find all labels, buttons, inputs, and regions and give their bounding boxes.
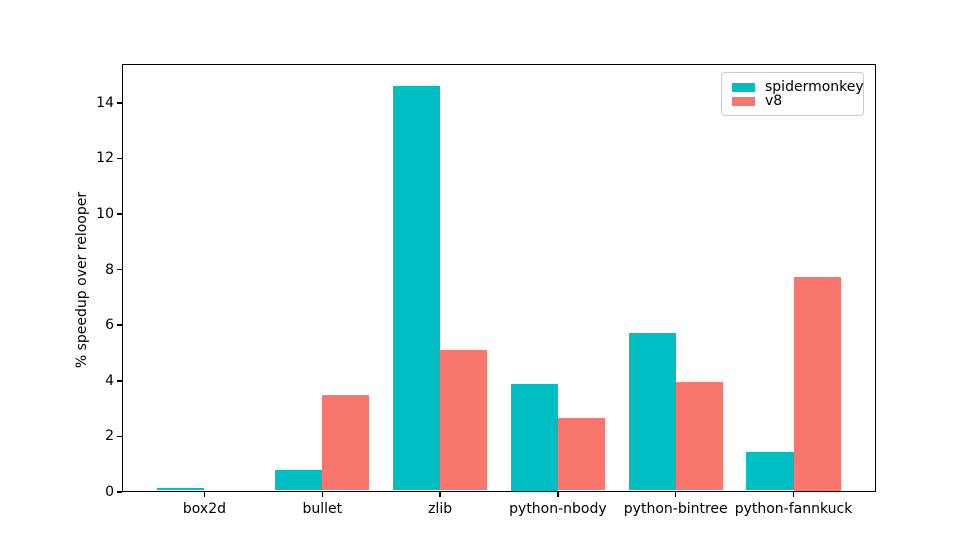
bar-spidermonkey-zlib xyxy=(392,86,441,491)
legend: spidermonkey v8 xyxy=(721,72,864,116)
y-tick-label: 12 xyxy=(96,150,114,167)
legend-label: spidermonkey xyxy=(765,79,864,95)
y-tick xyxy=(117,435,122,438)
legend-item-spidermonkey: spidermonkey xyxy=(732,80,864,94)
y-tick xyxy=(117,268,122,271)
y-tick-label: 2 xyxy=(105,428,114,445)
x-tick xyxy=(557,492,559,497)
legend-item-v8: v8 xyxy=(732,94,853,108)
x-tick-label: python-fannkuck xyxy=(734,501,853,517)
y-tick xyxy=(117,102,122,104)
bar-spidermonkey-python-bintree xyxy=(628,333,676,491)
y-tick xyxy=(117,157,122,160)
bar-v8-bullet xyxy=(322,394,370,491)
bar-spidermonkey-python-fannkuck xyxy=(746,451,794,491)
x-tick xyxy=(203,492,206,497)
legend-label: v8 xyxy=(765,93,783,109)
x-tick xyxy=(674,492,677,497)
y-tick-label: 10 xyxy=(96,206,114,223)
bar-v8-python-bintree xyxy=(675,382,723,491)
x-tick xyxy=(439,492,441,497)
bar-spidermonkey-box2d xyxy=(157,487,205,491)
bar-spidermonkey-bullet xyxy=(275,469,323,491)
plot-area xyxy=(122,64,876,492)
bar-v8-python-nbody xyxy=(557,418,606,491)
legend-swatch-icon xyxy=(732,96,755,106)
x-tick xyxy=(321,492,324,497)
y-tick-label: 14 xyxy=(96,94,114,111)
x-tick xyxy=(792,492,795,497)
bar-spidermonkey-python-nbody xyxy=(510,383,558,491)
y-tick xyxy=(117,491,122,493)
x-tick-label: bullet xyxy=(302,501,343,517)
bar-v8-zlib xyxy=(440,350,488,491)
x-tick-label: python-bintree xyxy=(623,501,728,517)
y-tick xyxy=(117,213,122,215)
y-tick xyxy=(117,324,122,326)
y-axis-label: % speedup over relooper xyxy=(74,191,90,369)
x-tick-label: zlib xyxy=(428,501,453,517)
y-tick xyxy=(117,380,122,382)
y-tick-label: 4 xyxy=(105,372,114,389)
y-tick-label: 0 xyxy=(105,484,114,500)
y-tick-label: 8 xyxy=(105,261,114,278)
bar-v8-python-fannkuck xyxy=(793,276,841,491)
legend-swatch-icon xyxy=(732,82,755,92)
x-tick-label: box2d xyxy=(182,501,227,517)
x-tick-label: python-nbody xyxy=(509,501,607,517)
y-tick-label: 6 xyxy=(105,317,114,334)
